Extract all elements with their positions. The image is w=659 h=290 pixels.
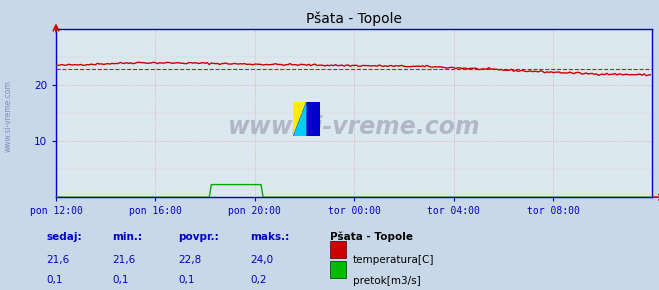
Text: 21,6: 21,6: [46, 255, 69, 265]
Title: Pšata - Topole: Pšata - Topole: [306, 12, 402, 26]
Text: maks.:: maks.:: [250, 232, 290, 242]
Text: 22,8: 22,8: [178, 255, 201, 265]
Polygon shape: [293, 102, 306, 136]
Text: 0,1: 0,1: [178, 276, 194, 285]
Text: min.:: min.:: [112, 232, 142, 242]
Text: sedaj:: sedaj:: [46, 232, 82, 242]
Text: 0,2: 0,2: [250, 276, 267, 285]
Text: 21,6: 21,6: [112, 255, 135, 265]
Text: 0,1: 0,1: [112, 276, 129, 285]
Text: pretok[m3/s]: pretok[m3/s]: [353, 276, 420, 285]
Text: www.si-vreme.com: www.si-vreme.com: [228, 115, 480, 139]
Text: 0,1: 0,1: [46, 276, 63, 285]
Text: Pšata - Topole: Pšata - Topole: [330, 232, 413, 242]
Polygon shape: [293, 102, 306, 136]
Text: 24,0: 24,0: [250, 255, 273, 265]
Text: povpr.:: povpr.:: [178, 232, 219, 242]
Text: www.si-vreme.com: www.si-vreme.com: [4, 80, 13, 152]
Text: temperatura[C]: temperatura[C]: [353, 255, 434, 265]
